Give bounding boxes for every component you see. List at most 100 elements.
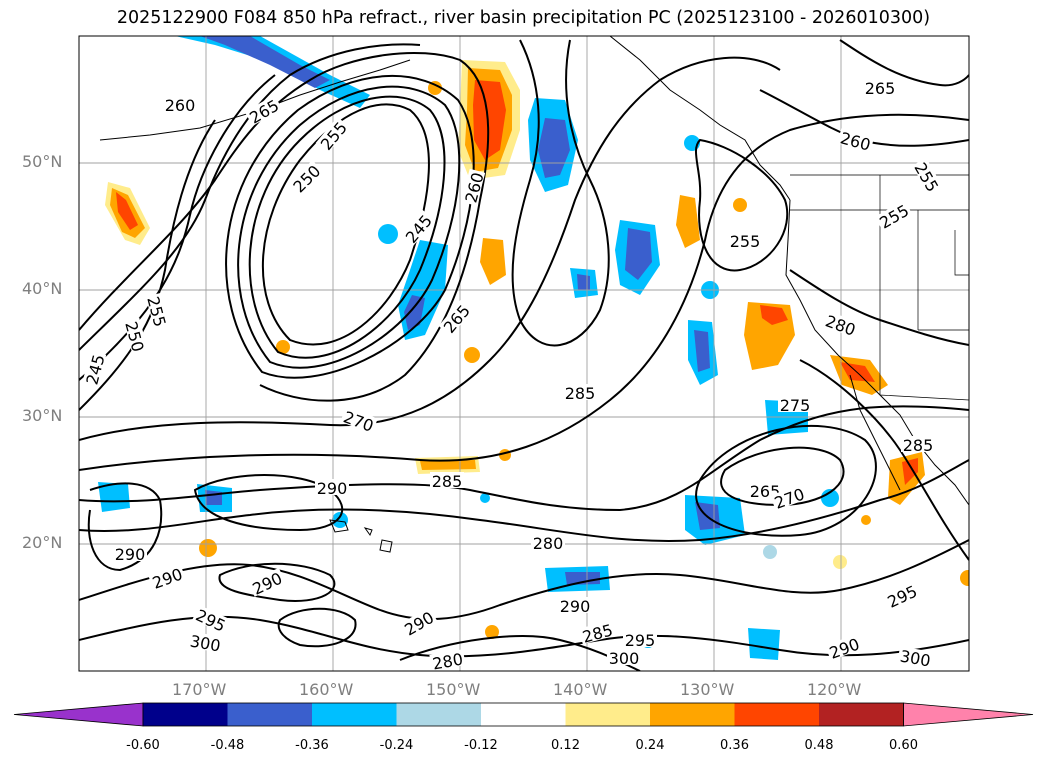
- contour-290-closed-south: [218, 562, 336, 602]
- contour-label: 280: [429, 649, 466, 674]
- contour-label-bg: [148, 563, 186, 591]
- lon-label: 150°W: [426, 680, 481, 699]
- contour-label-bg: [247, 567, 286, 597]
- contour-label-bg: [778, 396, 812, 412]
- colorbar-tick-label: -0.60: [126, 738, 160, 753]
- colorbar-tick-label: 0.48: [804, 738, 834, 753]
- shade-negative: [748, 628, 780, 660]
- contour-label-text: 260: [165, 96, 196, 115]
- contour-label-bg: [460, 168, 486, 206]
- shade-negative: [98, 482, 130, 512]
- contour-label-text: 285: [565, 384, 596, 403]
- coastline-baja: [849, 374, 901, 491]
- contour-label-bg: [187, 631, 224, 653]
- contour-label: 285: [563, 384, 597, 403]
- coastline-us-mexico: [785, 199, 969, 506]
- contour-label: 290: [113, 545, 147, 564]
- contour-label-bg: [163, 96, 197, 112]
- colorbar-tick-label: 0.12: [551, 738, 580, 753]
- contour-label-text: 300: [609, 649, 640, 668]
- shade-positive: [420, 460, 476, 470]
- contour-label: 265: [863, 79, 897, 98]
- contour-label: 285: [901, 436, 935, 455]
- contour-label-text: 285: [432, 472, 463, 491]
- shade-positive: [733, 198, 747, 212]
- contour-290-closed-mid: [193, 474, 344, 532]
- contour-265-ne: [839, 39, 969, 87]
- contour-285-coast: [799, 359, 969, 561]
- colorbar: [13, 702, 1034, 727]
- shade-positive: [960, 570, 969, 586]
- contour-265-closed: [720, 446, 845, 507]
- hawaii-islands: [329, 519, 393, 553]
- contour-label-bg: [912, 157, 944, 196]
- shade-negative: [378, 224, 398, 244]
- contour-label-group: 260 2652552502452602652652602552552552802…: [81, 79, 944, 674]
- contour-label-text: 285: [903, 436, 934, 455]
- contour-lines: [79, 39, 969, 671]
- shade-negative: [175, 36, 370, 108]
- lat-label: 50°N: [22, 152, 63, 171]
- contour-250-left: [79, 119, 216, 411]
- shade-strong-negative: [205, 490, 222, 505]
- colorbar-segment: [481, 703, 566, 726]
- lon-label: 120°W: [807, 680, 862, 699]
- contour-label-bg: [607, 649, 641, 665]
- shade-negative: [821, 489, 839, 507]
- lon-label: 160°W: [299, 680, 354, 699]
- colorbar-segment: [143, 703, 228, 726]
- colorbar-tick-label: -0.36: [295, 738, 329, 753]
- contour-label-bg: [825, 633, 863, 661]
- shade-positive: [485, 625, 499, 639]
- shade-negative: [763, 545, 777, 559]
- contour-290-closed-left: [87, 482, 163, 572]
- contour-label: 285: [430, 472, 464, 491]
- shade-positive: [199, 539, 217, 557]
- contour-label-text: 290: [115, 545, 146, 564]
- contour-275: [79, 113, 969, 471]
- contour-label: 260: [163, 96, 197, 115]
- contour-label-bg: [430, 472, 464, 488]
- shade-strong-positive: [760, 305, 788, 325]
- contour-270: [79, 56, 781, 441]
- shade-strong-negative: [200, 36, 330, 88]
- shade-negative: [332, 512, 348, 528]
- shade-positive: [833, 555, 847, 569]
- contour-250: [248, 95, 446, 359]
- shade-positive: [428, 81, 442, 95]
- shade-negative: [480, 493, 490, 503]
- shade-positive: [464, 347, 480, 363]
- colorbar-tick-label: 0.36: [720, 738, 749, 753]
- state-borders: [790, 174, 969, 401]
- contour-255-bc: [695, 138, 789, 272]
- contour-label-text: 290: [317, 479, 348, 498]
- colorbar-segment: [734, 703, 819, 726]
- shade-strong-negative: [694, 330, 710, 372]
- contour-label-bg: [897, 646, 934, 668]
- map-background: [79, 36, 969, 671]
- contour-label: 275: [778, 396, 812, 415]
- colorbar-outline: [142, 702, 904, 727]
- contour-label-bg: [563, 384, 597, 400]
- contour-label-bg: [623, 631, 657, 647]
- contour-290: [79, 459, 969, 542]
- colorbar-tick-label: -0.12: [464, 738, 498, 753]
- contour-label: 255: [728, 232, 762, 251]
- contour-label-bg: [399, 606, 438, 638]
- contour-label: 285: [578, 619, 616, 647]
- colorbar-tick-label: 0.60: [889, 738, 918, 753]
- contour-label-text: 280: [431, 650, 464, 674]
- contour-280-land: [789, 269, 969, 346]
- colorbar-segment: [565, 703, 650, 726]
- contour-label-bg: [558, 597, 592, 613]
- colorbar-tick-label: 0.24: [635, 738, 665, 753]
- contour-label-bg: [874, 199, 913, 231]
- colorbar-extend-low: [13, 702, 144, 727]
- contour-300: [79, 615, 969, 658]
- contour-label-bg: [438, 299, 473, 337]
- contour-270-closed: [695, 424, 877, 537]
- shade-strong-negative: [577, 274, 590, 290]
- contour-label-bg: [400, 209, 435, 247]
- contour-label-bg: [288, 160, 324, 196]
